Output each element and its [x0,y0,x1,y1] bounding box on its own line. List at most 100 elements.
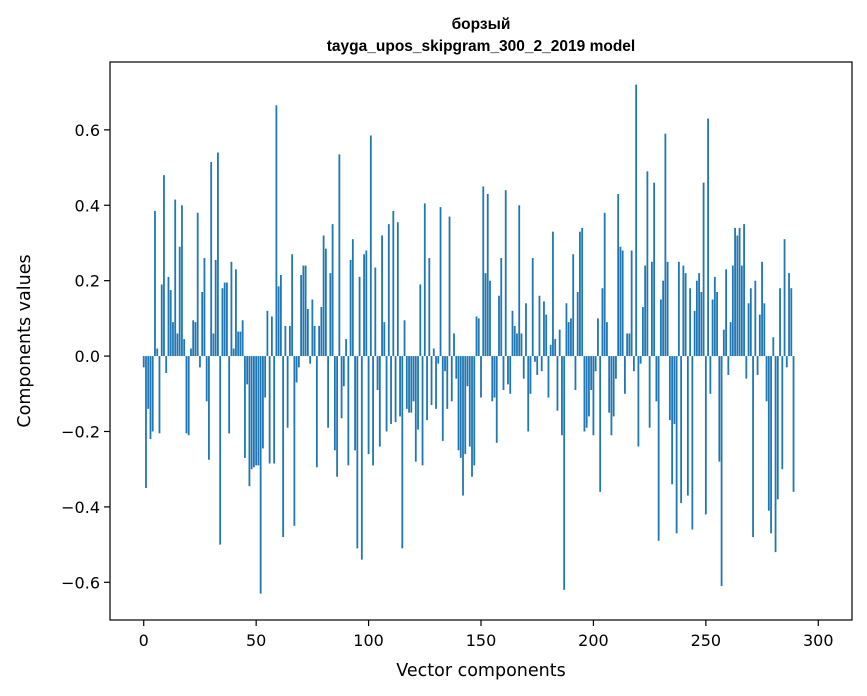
bar-69 [297,356,300,368]
bar-232 [664,133,667,357]
bar-48 [250,356,253,470]
bar-151 [482,186,485,357]
y-tick-label: 0.0 [75,347,100,366]
bar-93 [351,239,354,357]
bar-95 [356,356,359,549]
bar-267 [743,224,745,357]
bar-141 [459,356,462,458]
bar-274 [758,314,761,357]
bar-73 [306,308,309,357]
bar-186 [561,356,563,436]
bar-259 [725,269,727,357]
bar-88 [340,356,343,419]
bar-23 [194,322,197,357]
bar-204 [601,288,604,357]
bar-162 [507,356,509,385]
bar-51 [257,356,260,466]
bar-104 [376,356,379,391]
bar-12 [169,290,172,357]
bar-214 [624,356,626,394]
bar-246 [695,280,698,357]
y-tick-label: 0.6 [75,121,100,140]
bar-188 [565,303,568,357]
bar-75 [311,299,314,357]
bar-278 [767,356,770,511]
bar-135 [446,356,449,409]
bar-19 [185,356,188,434]
bar-29 [208,356,210,460]
bar-264 [736,235,739,357]
bar-170 [525,303,527,357]
bar-38 [228,356,231,434]
bar-242 [686,356,689,496]
bar-288 [790,288,793,357]
bar-62 [282,356,285,538]
bar-206 [606,322,608,357]
bar-233 [666,261,669,357]
bar-130 [435,356,437,409]
bar-212 [619,246,622,357]
bar-176 [538,295,541,357]
bar-27 [203,258,206,357]
bar-200 [592,356,595,436]
bar-100 [367,356,370,455]
bar-110 [390,356,392,424]
bar-82 [327,356,329,428]
bar-87 [338,154,341,357]
bar-150 [480,356,482,398]
bar-50 [255,356,258,466]
bar-83 [329,273,332,357]
bar-222 [641,307,644,357]
bar-44 [241,320,244,357]
bar-228 [655,356,658,402]
bar-196 [583,356,586,432]
bar-64 [286,356,289,428]
bar-11 [167,276,170,357]
bar-284 [781,356,784,470]
bar-39 [230,261,233,357]
bar-182 [552,231,554,357]
bar-173 [531,258,534,357]
bar-183 [554,339,557,357]
bar-123 [419,284,422,357]
bar-161 [504,190,507,357]
chart-subtitle: tayga_upos_skipgram_300_2_2019 model [327,38,635,55]
bar-117 [405,356,408,409]
bar-262 [731,265,734,357]
bar-169 [522,356,525,379]
bar-116 [403,320,406,357]
bar-146 [471,356,473,477]
bar-121 [414,356,417,462]
bar-256 [718,356,721,462]
bar-179 [545,314,548,357]
bar-194 [579,231,581,357]
bar-201 [594,356,597,372]
bar-140 [457,356,460,451]
bar-34 [219,356,222,545]
bar-86 [336,356,338,477]
bar-28 [205,356,208,402]
bar-22 [192,320,195,357]
bar-40 [232,348,235,357]
bar-199 [590,356,593,391]
bar-41 [235,269,237,357]
bar-205 [603,212,606,357]
bar-226 [650,261,653,357]
bar-97 [360,356,363,560]
bar-56 [268,356,271,464]
bar-261 [729,322,732,357]
bar-144 [466,356,469,387]
bar-31 [212,333,215,357]
x-tick-label: 250 [691,631,722,650]
y-axis-ticks: −0.6 −0.4 −0.2 0.0 0.2 0.4 0.6 [61,121,110,592]
bar-45 [244,356,246,458]
bar-114 [399,356,401,417]
bar-99 [365,250,368,357]
bar-155 [491,356,494,402]
bar-263 [734,227,736,357]
bar-250 [704,356,707,515]
bar-8 [160,284,163,357]
bar-211 [617,193,620,357]
bar-210 [615,356,617,379]
bar-125 [423,203,426,357]
